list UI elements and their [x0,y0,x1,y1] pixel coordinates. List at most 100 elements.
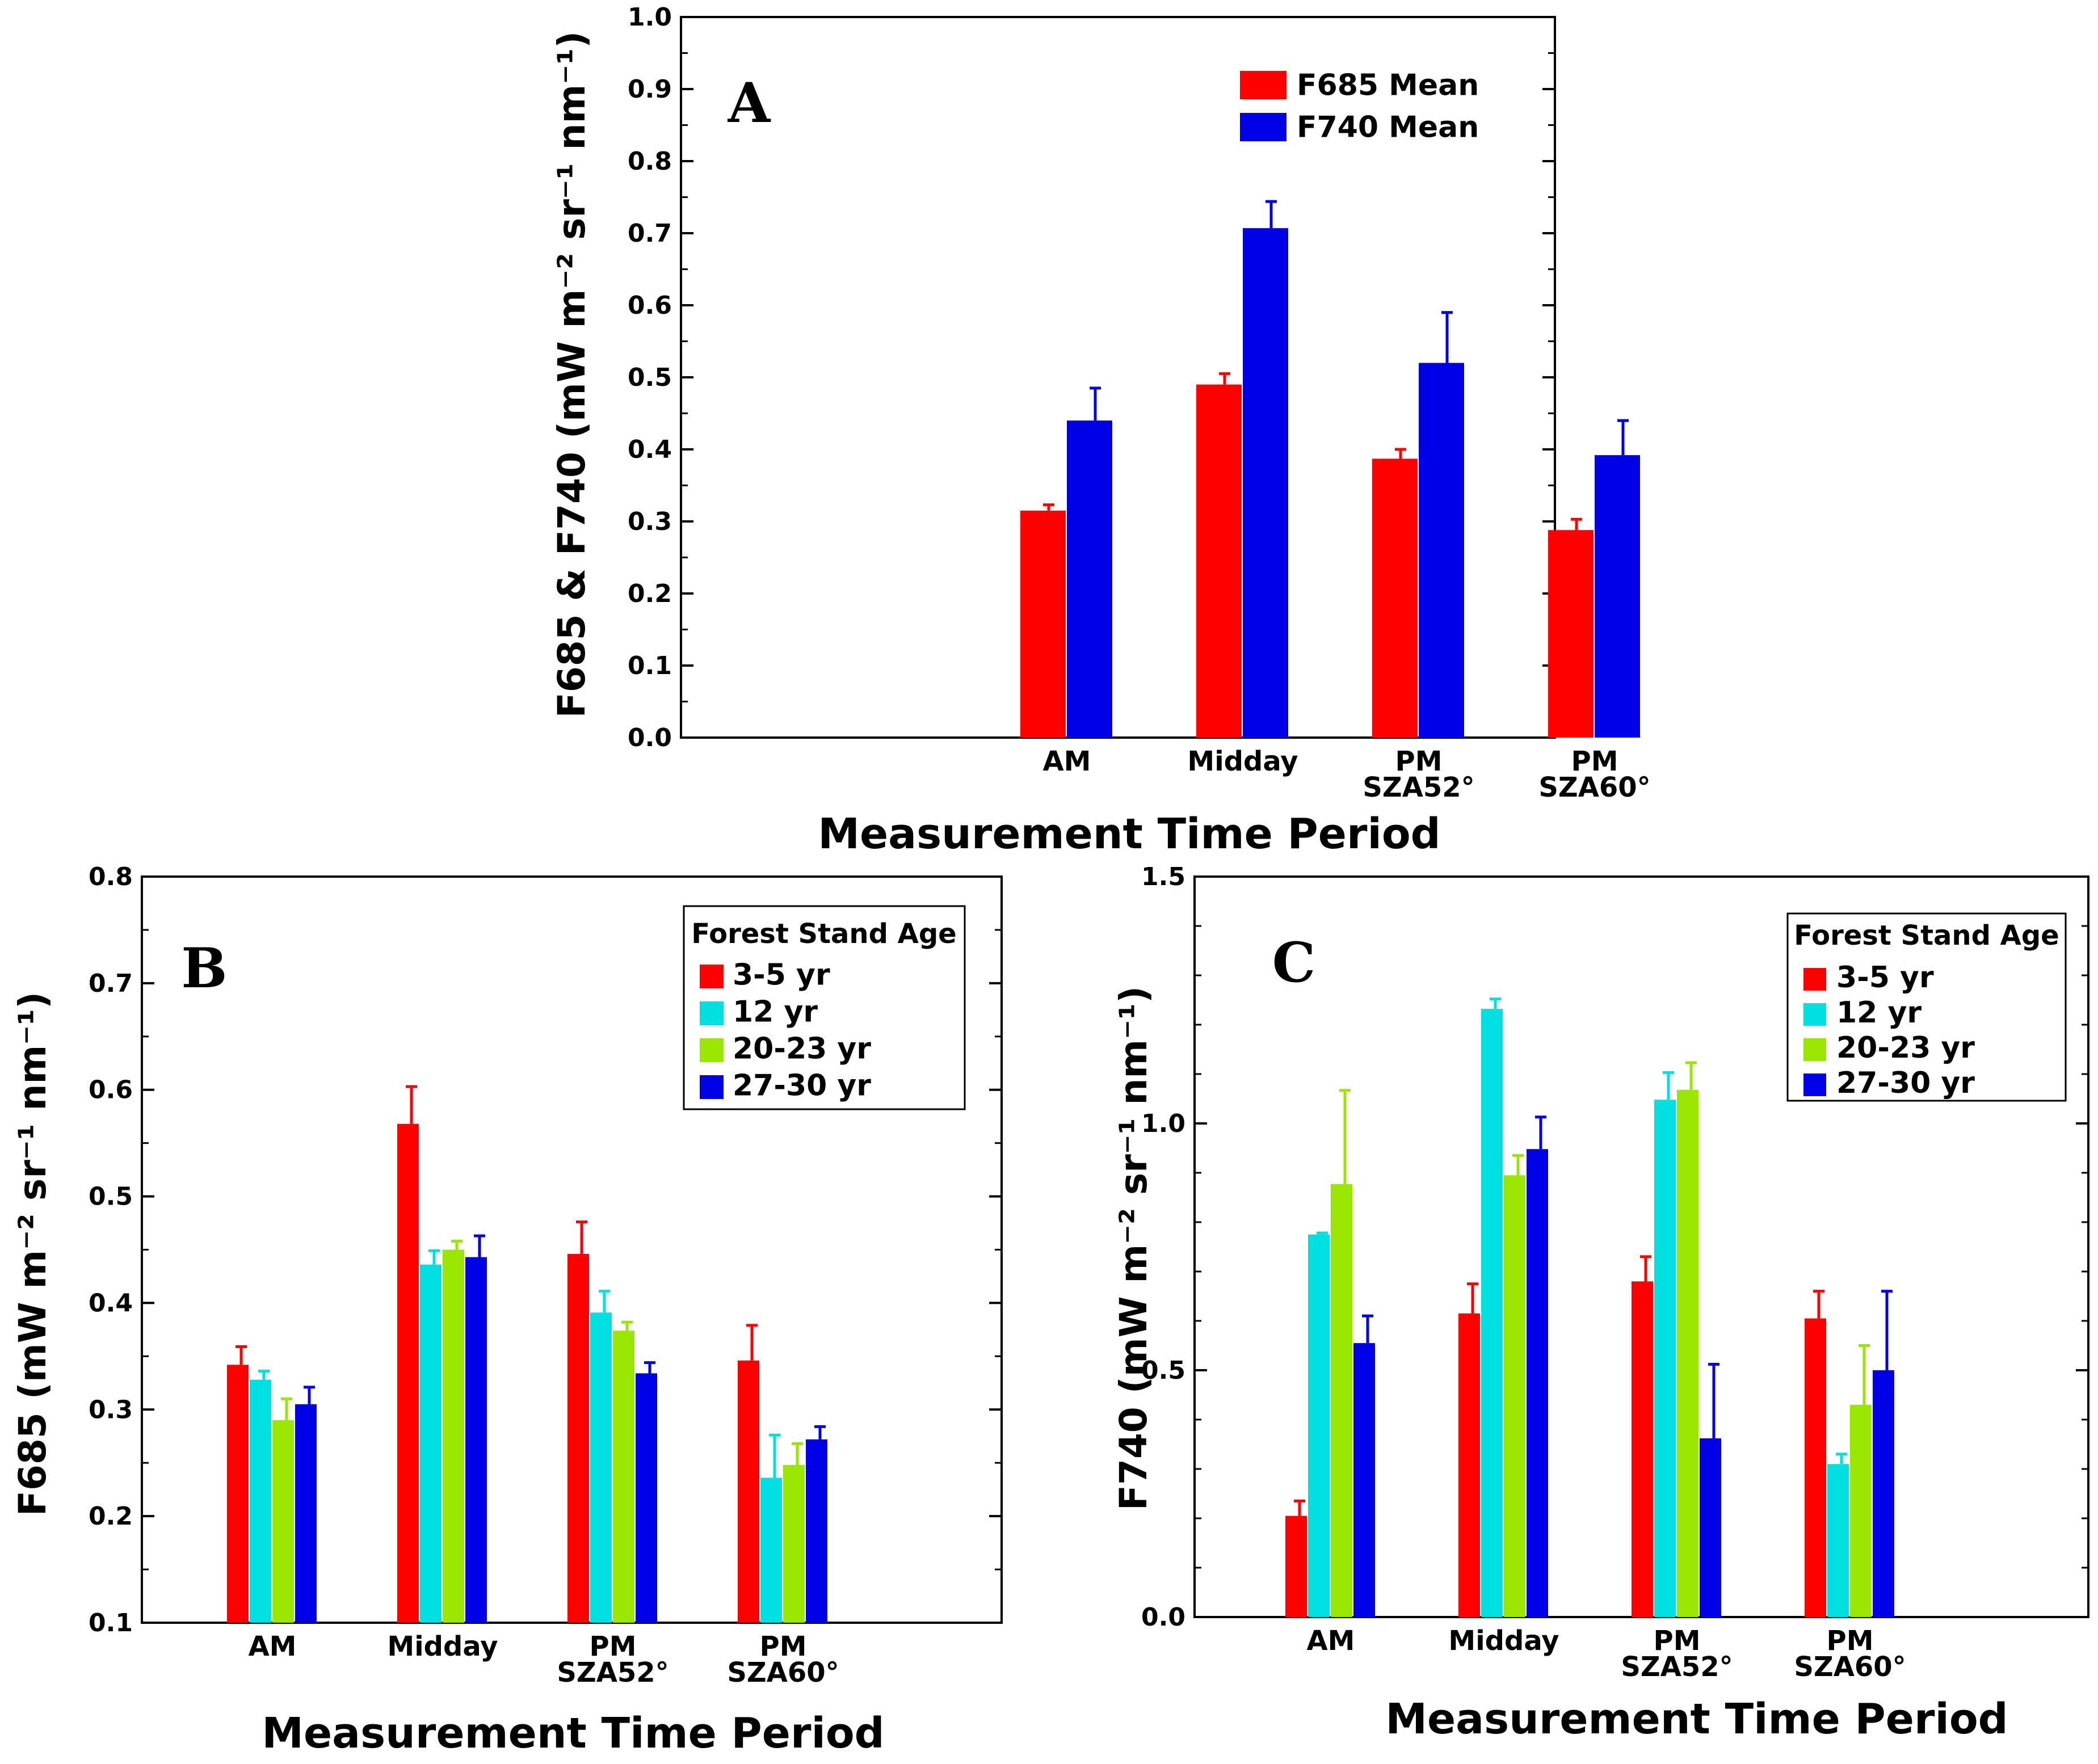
y-tick-label: 1.0 [628,3,672,32]
bar [1805,1318,1826,1617]
bar [1595,455,1640,738]
bar [1196,384,1242,738]
bar [1827,1464,1849,1617]
bar [420,1264,442,1623]
y-tick-label: 0.5 [89,1182,133,1211]
x-category-label-line: Midday [387,1631,498,1662]
y-tick-label: 1.0 [1141,1109,1185,1138]
x-category-label: PM SZA52° [1363,746,1474,803]
panel-label: C [1272,931,1315,995]
legend-box [1786,912,2067,1102]
x-category-label-line: SZA52° [1363,772,1474,803]
legend-swatch [1803,968,1826,991]
bar [1372,458,1418,738]
bar [738,1360,759,1623]
bar [590,1312,612,1623]
y-tick-label: 0.2 [89,1502,133,1531]
y-axis-label: F685 & F740 (mW m⁻² sr⁻¹ nm⁻¹) [550,31,594,718]
legend-swatch [1803,1003,1826,1026]
legend-swatch [1240,113,1286,141]
bar [613,1331,634,1623]
legend-title: Forest Stand Age [691,918,956,950]
y-tick-label: 0.3 [89,1395,133,1424]
bar [397,1123,419,1623]
x-category-label-line: PM [760,1631,807,1662]
x-category-label-line: PM [1827,1625,1874,1657]
bar [227,1365,249,1623]
y-tick-label: 0.7 [89,969,133,998]
x-category-label-line: AM [249,1631,297,1662]
y-tick-label: 0.4 [89,1289,133,1317]
bar [1285,1515,1307,1617]
x-category-label-line: Midday [1187,746,1298,777]
x-axis-label: Measurement Time Period [1385,1695,2008,1744]
x-category-label-line: Midday [1448,1625,1559,1657]
y-tick-label: 0.2 [628,579,672,608]
y-tick-label: 0.1 [628,651,672,680]
x-category-label: Midday [1448,1625,1559,1657]
y-tick-label: 0.5 [1141,1356,1185,1385]
bar [1067,420,1112,738]
panel-label: A [728,71,771,135]
bar [1020,510,1066,738]
bar [1308,1234,1330,1617]
legend-box [683,905,966,1110]
x-category-label-line: PM [1571,746,1618,777]
bar [1419,363,1464,738]
y-tick-label: 0.7 [628,219,672,248]
chart-panel-a: 0.0 0.1 0.2 0.3 0.4 0.5 0.6 0.7 0.8 0.9 1.0 AM Midda… [550,3,1651,858]
legend-swatch [700,1001,724,1025]
x-category-label: Midday [1187,746,1298,777]
bar [1677,1089,1698,1617]
bar [783,1464,805,1623]
x-category-label-line: SZA52° [1621,1651,1733,1683]
x-category-label-line: SZA60° [727,1657,839,1689]
bar [1548,530,1594,738]
x-category-label: AM [249,1631,297,1662]
bar [295,1404,317,1623]
x-category-label: PM SZA52° [1621,1625,1733,1683]
x-category-label: Midday [387,1631,498,1662]
bar [1458,1313,1480,1617]
x-category-label: PM SZA52° [557,1631,668,1689]
bar [1850,1404,1872,1617]
y-tick-label: 1.5 [1141,862,1185,891]
x-category-label: AM [1307,1625,1355,1657]
y-tick-label: 0.1 [89,1609,133,1637]
bar [1632,1281,1653,1617]
y-tick-label: 0.3 [628,507,672,536]
bar [1481,1009,1503,1617]
legend-entry-label: 3-5 yr [733,958,830,992]
y-tick-label: 0.6 [89,1076,133,1105]
x-category-label-line: PM [1395,746,1443,777]
x-category-label-line: AM [1307,1625,1355,1657]
bar [250,1379,271,1623]
x-axis-label: Measurement Time Period [818,810,1440,858]
x-category-label: PM SZA60° [1794,1625,1906,1683]
legend-entry-label: 27-30 yr [733,1069,871,1103]
bar [636,1373,657,1623]
legend-entry-label: 12 yr [733,995,818,1029]
legend-entry-label: 3-5 yr [1836,961,1934,995]
bar [1654,1100,1676,1617]
legend-entry-label: 27-30 yr [1836,1066,1975,1100]
legend-swatch [1803,1073,1826,1096]
bar [1353,1343,1375,1617]
y-axis-label: F685 (mW m⁻² sr⁻¹ nm⁻¹) [11,992,54,1516]
x-category-label-line: PM [1654,1625,1701,1657]
legend-title: Forest Stand Age [1794,920,2059,952]
legend-entry-label: F740 Mean [1297,111,1479,145]
bar [465,1257,487,1623]
y-tick-label: 0.0 [1141,1603,1185,1632]
x-category-label: PM SZA60° [1538,746,1650,803]
bar [1873,1370,1894,1617]
y-tick-label: 0.0 [628,723,672,752]
x-category-label-line: SZA60° [1794,1651,1906,1683]
legend-entry-label: F685 Mean [1297,69,1479,103]
x-category-label-line: AM [1043,746,1091,777]
bar [272,1420,294,1623]
y-tick-label: 0.9 [628,75,672,104]
x-category-label: AM [1043,746,1091,777]
bar [1243,228,1288,738]
